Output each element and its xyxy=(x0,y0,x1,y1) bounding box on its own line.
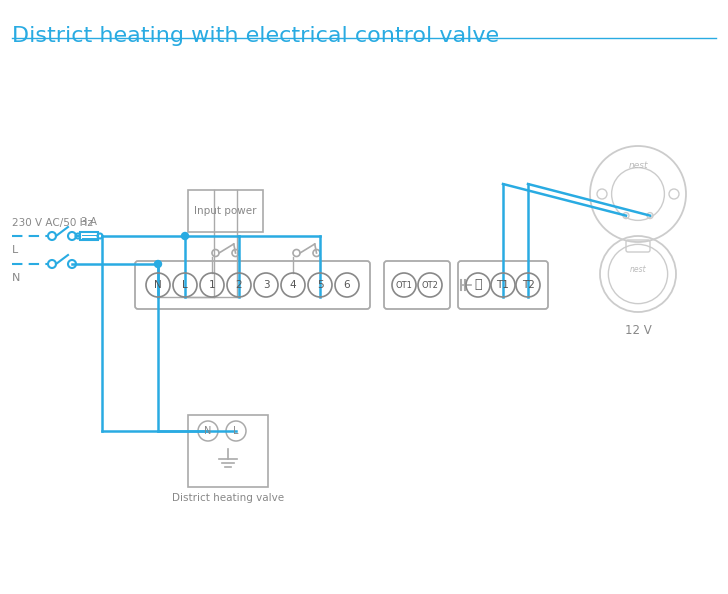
Text: 3 A: 3 A xyxy=(81,217,97,227)
Text: 5: 5 xyxy=(317,280,323,290)
Text: L: L xyxy=(233,426,239,436)
Text: 6: 6 xyxy=(344,280,350,290)
Text: 12 V: 12 V xyxy=(625,324,652,337)
Text: District heating with electrical control valve: District heating with electrical control… xyxy=(12,26,499,46)
Text: N: N xyxy=(205,426,212,436)
Text: Input power: Input power xyxy=(194,206,257,216)
Bar xyxy=(188,415,268,487)
Text: L: L xyxy=(182,280,188,290)
Text: nest: nest xyxy=(628,161,648,170)
Circle shape xyxy=(181,232,189,239)
Text: T2: T2 xyxy=(521,280,534,290)
Text: nest: nest xyxy=(630,264,646,273)
Text: N: N xyxy=(12,273,20,283)
Text: 230 V AC/50 Hz: 230 V AC/50 Hz xyxy=(12,218,93,228)
Bar xyxy=(188,190,263,232)
Circle shape xyxy=(154,261,162,267)
Text: 2: 2 xyxy=(236,280,242,290)
Bar xyxy=(80,232,98,240)
Text: OT2: OT2 xyxy=(422,280,438,289)
Text: 1: 1 xyxy=(209,280,215,290)
Text: T1: T1 xyxy=(496,280,510,290)
Text: OT1: OT1 xyxy=(395,280,413,289)
Text: District heating valve: District heating valve xyxy=(172,493,284,503)
Text: ⏚: ⏚ xyxy=(474,279,482,292)
Text: N: N xyxy=(154,280,162,290)
Text: 3: 3 xyxy=(263,280,269,290)
Text: 4: 4 xyxy=(290,280,296,290)
Text: L: L xyxy=(12,245,18,255)
